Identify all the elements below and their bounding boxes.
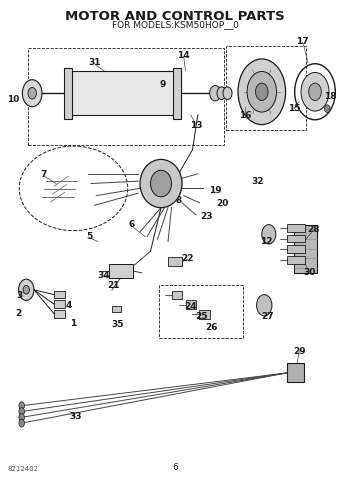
Text: 7: 7 [41, 170, 47, 179]
Text: 25: 25 [195, 312, 208, 321]
Circle shape [19, 413, 24, 421]
Bar [173, 68, 181, 119]
Text: 16: 16 [239, 112, 251, 120]
Text: FOR MODELS:KSM50HOP__0: FOR MODELS:KSM50HOP__0 [112, 20, 238, 29]
Bar [287, 363, 304, 382]
Bar [186, 300, 196, 309]
Circle shape [324, 105, 330, 113]
Circle shape [28, 87, 36, 99]
Text: 8: 8 [175, 196, 182, 205]
Text: 6: 6 [172, 463, 178, 472]
Text: 24: 24 [184, 302, 197, 311]
Circle shape [19, 279, 34, 300]
Ellipse shape [140, 159, 182, 208]
Text: 17: 17 [296, 37, 309, 45]
Bar [287, 256, 304, 264]
Text: 1: 1 [70, 319, 77, 328]
Text: 9: 9 [160, 80, 166, 89]
Bar [199, 310, 210, 319]
Text: 31: 31 [88, 58, 101, 67]
Bar [64, 68, 72, 119]
Text: 18: 18 [324, 92, 337, 101]
Text: 22: 22 [181, 254, 194, 263]
Circle shape [22, 80, 42, 107]
Text: 27: 27 [261, 312, 274, 321]
Text: 4: 4 [65, 301, 71, 310]
Circle shape [23, 285, 29, 294]
Bar [159, 285, 243, 338]
Circle shape [210, 85, 221, 101]
Circle shape [19, 402, 24, 410]
Circle shape [257, 295, 272, 316]
Text: 2: 2 [15, 310, 21, 318]
Text: 6: 6 [128, 220, 134, 229]
Bar [54, 310, 65, 318]
Circle shape [19, 408, 24, 415]
Circle shape [301, 72, 329, 111]
Circle shape [19, 419, 24, 427]
Text: 12: 12 [260, 237, 272, 246]
Text: 19: 19 [209, 186, 222, 195]
Bar [287, 245, 304, 253]
Circle shape [238, 59, 286, 125]
Text: 8212402: 8212402 [8, 467, 39, 472]
Text: 26: 26 [205, 323, 218, 332]
Text: 32: 32 [251, 177, 264, 185]
Bar [294, 225, 317, 273]
Bar [54, 300, 65, 308]
Text: 3: 3 [16, 291, 22, 300]
Circle shape [223, 87, 232, 99]
Text: 35: 35 [111, 320, 124, 329]
Text: 21: 21 [107, 282, 120, 290]
Circle shape [256, 83, 268, 100]
Text: 29: 29 [293, 347, 306, 356]
Ellipse shape [150, 170, 172, 197]
Bar [112, 306, 121, 312]
Text: 20: 20 [216, 199, 229, 208]
Text: 33: 33 [69, 412, 82, 421]
Bar [54, 291, 65, 298]
Text: 14: 14 [177, 51, 190, 60]
Bar [168, 257, 182, 266]
Bar [68, 71, 177, 115]
Bar [28, 48, 224, 145]
Text: 10: 10 [7, 95, 20, 103]
Text: 34: 34 [97, 271, 110, 280]
Text: 30: 30 [303, 269, 316, 277]
Text: 15: 15 [288, 104, 300, 113]
Bar [172, 291, 182, 299]
Text: 13: 13 [190, 121, 202, 130]
Bar [287, 235, 304, 242]
Circle shape [247, 71, 276, 112]
Bar [226, 46, 306, 130]
Text: 28: 28 [307, 225, 320, 234]
Text: 23: 23 [200, 212, 213, 221]
Text: MOTOR AND CONTROL PARTS: MOTOR AND CONTROL PARTS [65, 10, 285, 23]
Circle shape [309, 83, 321, 100]
Circle shape [262, 225, 276, 244]
Circle shape [217, 87, 226, 99]
Bar [108, 264, 133, 278]
Bar [287, 224, 304, 232]
Text: 5: 5 [86, 232, 92, 241]
